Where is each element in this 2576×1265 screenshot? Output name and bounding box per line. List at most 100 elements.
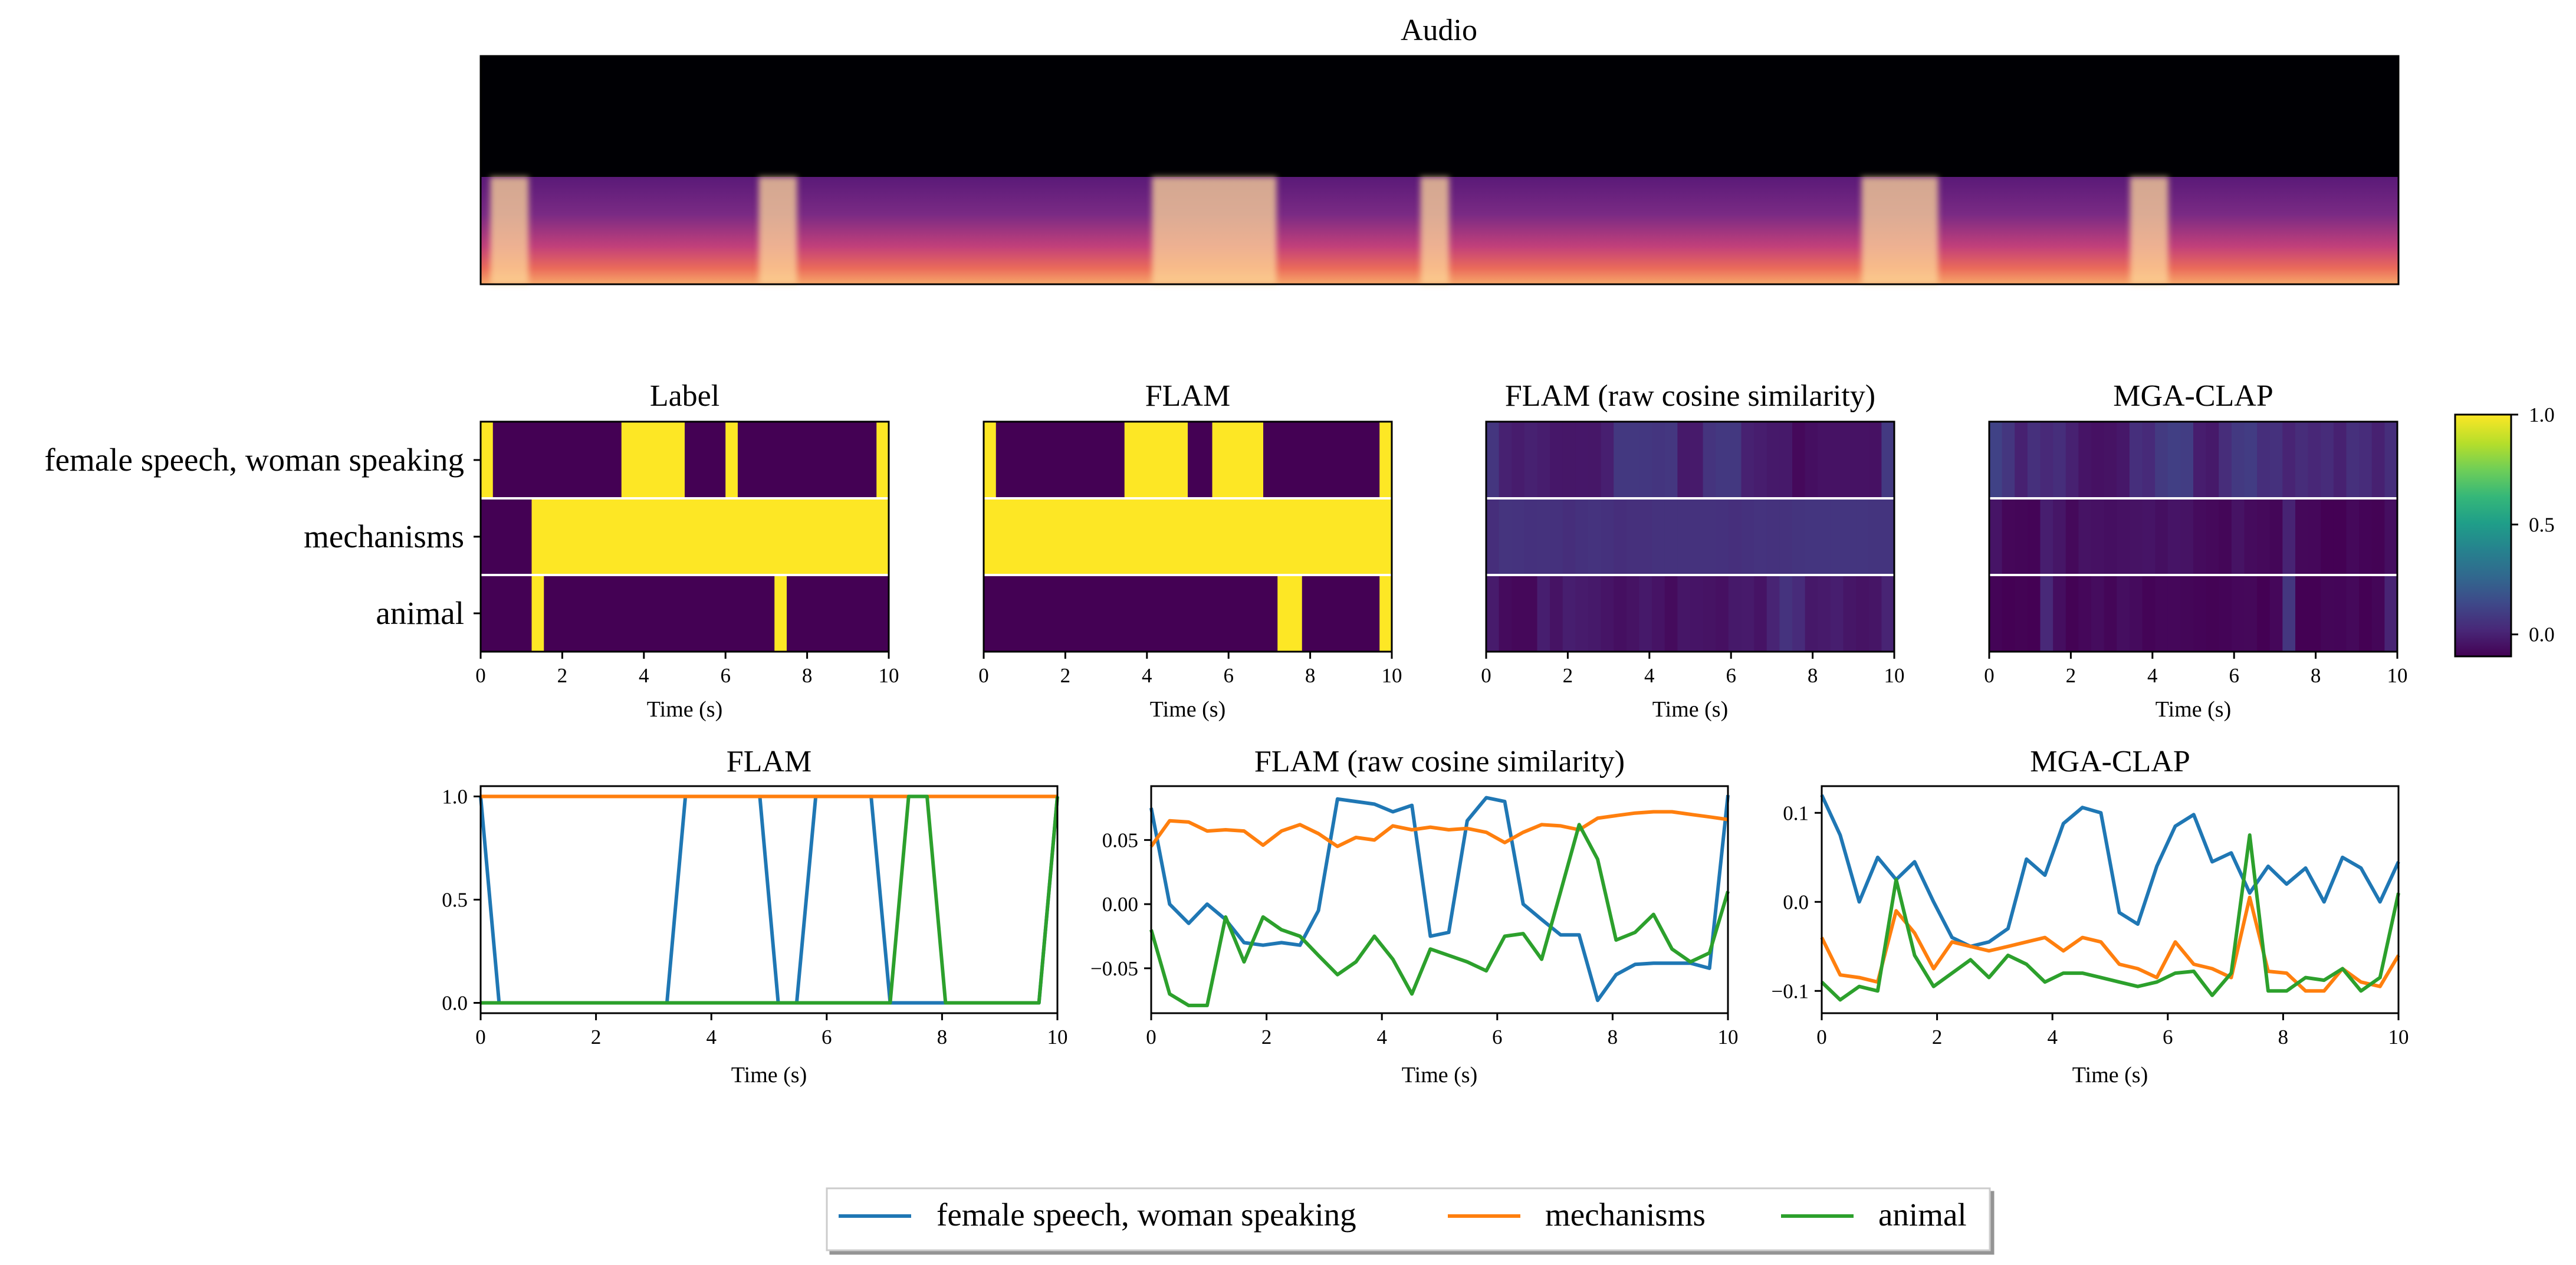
spectrogram-title: Audio bbox=[1401, 14, 1477, 47]
heatmap-panel: Label 0 2 4 6 8 10 Time (s) female speech, woman… bbox=[44, 379, 899, 722]
heatmap-cell bbox=[2193, 498, 2207, 575]
heatmap-cell bbox=[2346, 422, 2360, 498]
heatmap-cell bbox=[1779, 422, 1793, 498]
x-axis-label: Time (s) bbox=[647, 697, 722, 722]
spectrogram bbox=[479, 55, 2400, 285]
heatmap-cell bbox=[2078, 422, 2092, 498]
heatmap-cell bbox=[2015, 422, 2028, 498]
heatmap-frame bbox=[1988, 420, 2398, 653]
heatmap-cell bbox=[1792, 575, 1806, 652]
x-tick-label: 0 bbox=[1816, 1026, 1827, 1049]
heatmap-active-cell bbox=[774, 575, 787, 652]
legend: female speech, woman speaking mechanisms… bbox=[826, 1187, 1991, 1251]
heatmap-cell bbox=[2027, 422, 2041, 498]
x-axis-label: Time (s) bbox=[2072, 1063, 2148, 1087]
colorbar-tick-label: 0.0 bbox=[2529, 623, 2555, 646]
heatmap-cell bbox=[1716, 498, 1729, 575]
heatmap-cell bbox=[1664, 422, 1678, 498]
heatmap-cell bbox=[1486, 575, 1500, 652]
heatmap-cell bbox=[2384, 498, 2398, 575]
heatmap-cell bbox=[1639, 422, 1652, 498]
legend-box bbox=[826, 1187, 1991, 1251]
x-tick-label: 10 bbox=[1718, 1026, 1739, 1049]
heatmap-cell bbox=[2219, 498, 2232, 575]
heatmap-cell bbox=[1575, 422, 1589, 498]
heatmap-cell bbox=[2180, 498, 2194, 575]
heatmap-cell bbox=[2129, 575, 2143, 652]
legend-label-mechanisms: mechanisms bbox=[1545, 1197, 1706, 1233]
heatmap-cell bbox=[2359, 575, 2373, 652]
x-tick-label: 10 bbox=[879, 664, 899, 687]
spectrogram-frame bbox=[479, 55, 2400, 285]
heatmap-cell bbox=[2308, 498, 2321, 575]
heatmap-cell bbox=[1639, 575, 1652, 652]
heatmap-cell bbox=[2193, 422, 2207, 498]
heatmap-cell bbox=[1537, 498, 1550, 575]
heatmap-cell bbox=[1575, 498, 1589, 575]
heatmap-cell bbox=[2231, 498, 2245, 575]
heatmap-cell bbox=[1843, 575, 1857, 652]
heatmap-title: FLAM bbox=[1145, 379, 1230, 413]
heatmap-cell bbox=[2104, 498, 2117, 575]
heatmap-cell bbox=[1652, 575, 1665, 652]
heatmap-cell bbox=[2002, 498, 2015, 575]
heatmap-cell bbox=[2321, 422, 2334, 498]
legend-label-animal: animal bbox=[1878, 1197, 1967, 1233]
heatmap-cell bbox=[1766, 498, 1780, 575]
row-label: animal bbox=[376, 595, 464, 631]
x-axis-label: Time (s) bbox=[1652, 697, 1728, 722]
heatmap-cell bbox=[1843, 422, 1857, 498]
series-line bbox=[1820, 895, 2400, 993]
heatmap-cell bbox=[2180, 422, 2194, 498]
heatmap-cell bbox=[1881, 422, 1895, 498]
heatmap-cell bbox=[1614, 498, 1627, 575]
x-tick-label: 0 bbox=[1146, 1026, 1156, 1049]
x-tick-label: 10 bbox=[2388, 1026, 2409, 1049]
heatmap-cell bbox=[1537, 422, 1550, 498]
heatmap-cell bbox=[1728, 422, 1742, 498]
heatmap-cell bbox=[2015, 575, 2028, 652]
heatmap-cell bbox=[2295, 575, 2309, 652]
heatmap-active-cell bbox=[481, 422, 493, 498]
y-tick-label: 0.5 bbox=[442, 889, 468, 912]
x-tick-label: 0 bbox=[1984, 664, 1995, 687]
heatmap-cell bbox=[1639, 498, 1652, 575]
x-axis-label: Time (s) bbox=[1402, 1063, 1477, 1087]
row-label: female speech, woman speaking bbox=[44, 442, 464, 478]
heatmap-cell bbox=[1716, 422, 1729, 498]
heatmap-cell bbox=[2129, 498, 2143, 575]
x-tick-label: 2 bbox=[1261, 1026, 1272, 1049]
heatmap-active-cell bbox=[1277, 575, 1302, 652]
heatmap-panel: FLAM 0 2 4 6 8 10 Time (s) bbox=[978, 379, 1402, 722]
y-tick-label: 0.1 bbox=[1783, 801, 1809, 824]
x-tick-label: 6 bbox=[1223, 664, 1234, 687]
heatmap-cell bbox=[1741, 575, 1754, 652]
heatmap-cell bbox=[2155, 575, 2168, 652]
heatmap-frame bbox=[983, 420, 1393, 653]
heatmap-cell bbox=[2104, 575, 2117, 652]
heatmap-cell bbox=[2219, 422, 2232, 498]
heatmap-cell bbox=[1652, 498, 1665, 575]
colorbar-tick-label: 0.5 bbox=[2529, 513, 2555, 536]
heatmap-cell bbox=[2053, 498, 2066, 575]
heatmap-cell bbox=[2231, 575, 2245, 652]
heatmap-cell bbox=[1805, 422, 1818, 498]
heatmap-cell bbox=[2282, 575, 2296, 652]
heatmap-cell bbox=[2117, 498, 2130, 575]
heatmap-cell bbox=[2257, 575, 2271, 652]
heatmap-cell bbox=[1677, 498, 1691, 575]
heatmap-cell bbox=[1601, 575, 1614, 652]
heatmap-frame bbox=[1485, 420, 1895, 653]
heatmap-cell bbox=[2167, 498, 2181, 575]
heatmap-cell bbox=[2257, 422, 2271, 498]
heatmap-cell bbox=[1989, 498, 2003, 575]
heatmap-cell bbox=[2180, 575, 2194, 652]
heatmap-cell bbox=[1856, 575, 1869, 652]
x-tick-label: 6 bbox=[1492, 1026, 1503, 1049]
heatmap-cell bbox=[1868, 498, 1882, 575]
plot-frame bbox=[1821, 785, 2400, 1014]
y-tick-label: 0.0 bbox=[442, 992, 468, 1015]
heatmap-title: FLAM (raw cosine similarity) bbox=[1505, 379, 1875, 413]
heatmap-cell bbox=[1703, 575, 1716, 652]
heatmap-cell bbox=[2155, 498, 2168, 575]
